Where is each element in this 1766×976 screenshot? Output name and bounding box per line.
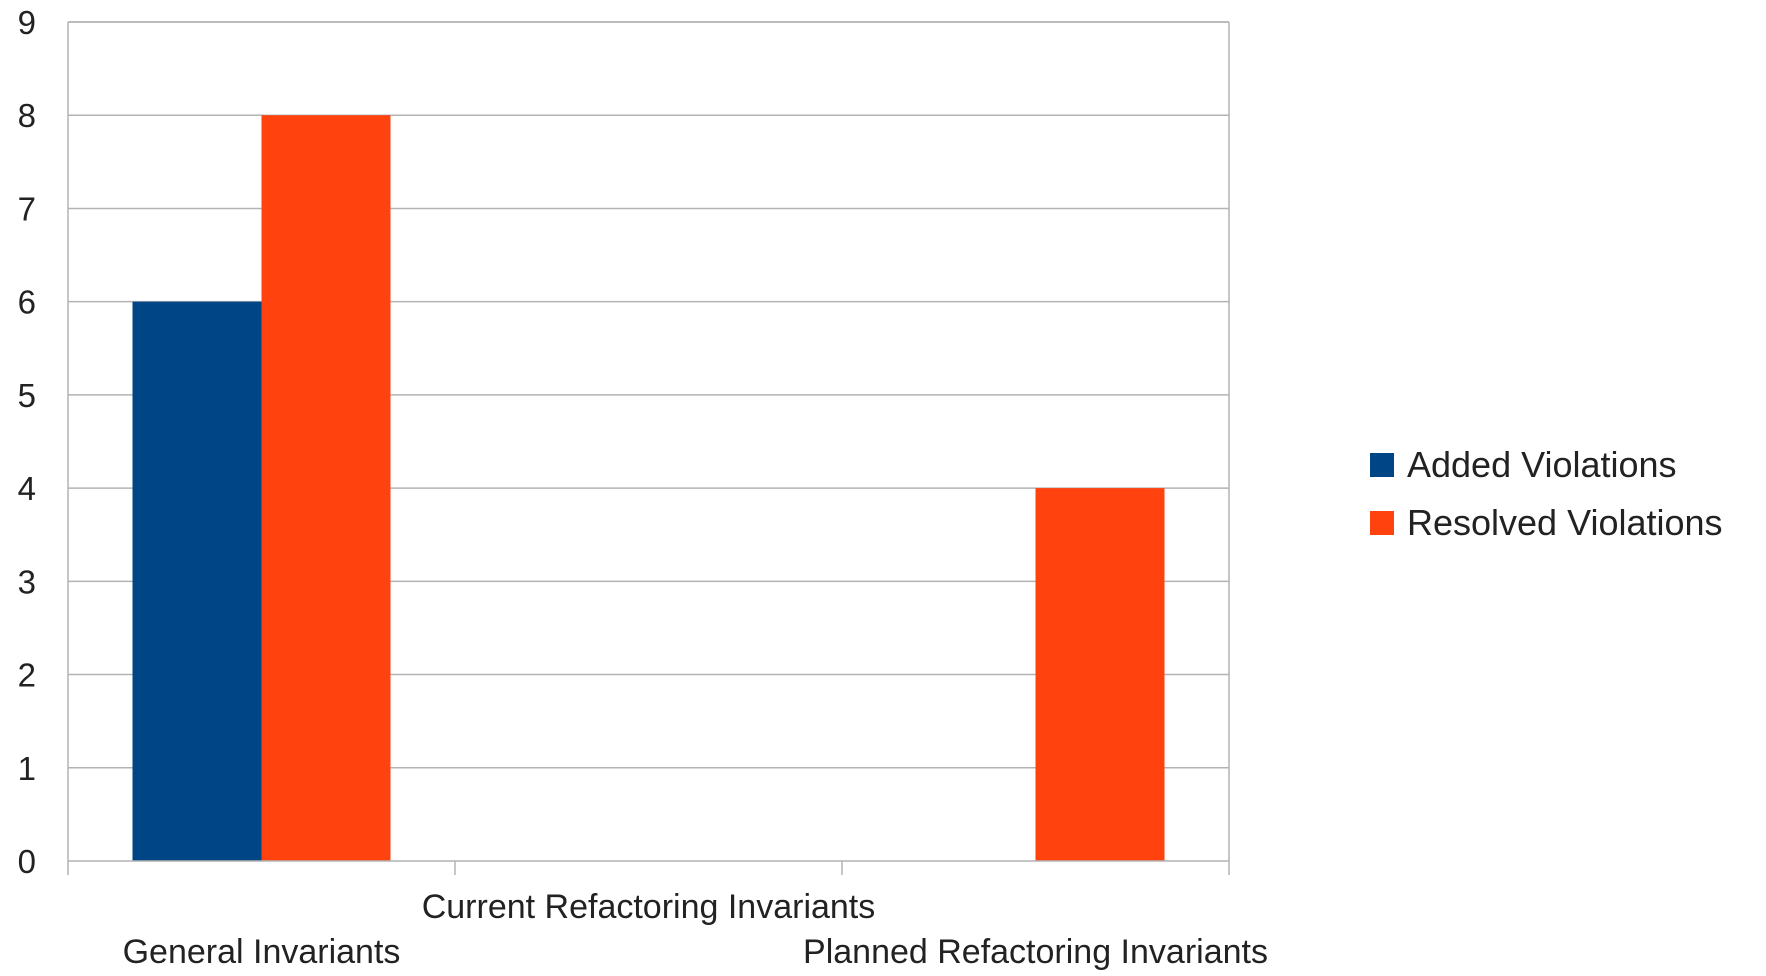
x-tick-label-1: Current Refactoring Invariants [422, 888, 876, 926]
bar-resolved-violations-0 [261, 115, 391, 861]
bars [132, 115, 1165, 862]
y-tick-label-8: 8 [18, 97, 36, 134]
x-tick-label-2: Planned Refactoring Invariants [803, 933, 1268, 971]
y-tick-label-1: 1 [18, 750, 36, 787]
bar-added-violations-0 [132, 301, 262, 862]
x-tick-label-0: General Invariants [123, 933, 401, 971]
y-tick-labels: 0 1 2 3 4 5 6 7 8 9 [18, 4, 36, 880]
axes [67, 21, 1230, 875]
legend-swatch-added [1370, 453, 1394, 477]
y-tick-label-3: 3 [18, 563, 36, 600]
y-tick-label-2: 2 [18, 657, 36, 694]
y-tick-label-5: 5 [18, 377, 36, 414]
legend-swatch-resolved [1370, 511, 1394, 535]
x-tick-labels: General Invariants Current Refactoring In… [123, 888, 1268, 971]
y-tick-label-6: 6 [18, 284, 36, 321]
bar-resolved-violations-2 [1035, 488, 1165, 861]
y-tick-label-0: 0 [18, 843, 36, 880]
legend-label-resolved: Resolved Violations [1407, 502, 1723, 543]
legend-item-added: Added Violations [1370, 436, 1723, 494]
y-tick-label-9: 9 [18, 4, 36, 41]
legend-item-resolved: Resolved Violations [1370, 494, 1723, 552]
y-tick-label-7: 7 [18, 190, 36, 227]
legend: Added Violations Resolved Violations [1370, 436, 1723, 552]
legend-label-added: Added Violations [1407, 444, 1677, 485]
y-tick-label-4: 4 [18, 470, 36, 507]
